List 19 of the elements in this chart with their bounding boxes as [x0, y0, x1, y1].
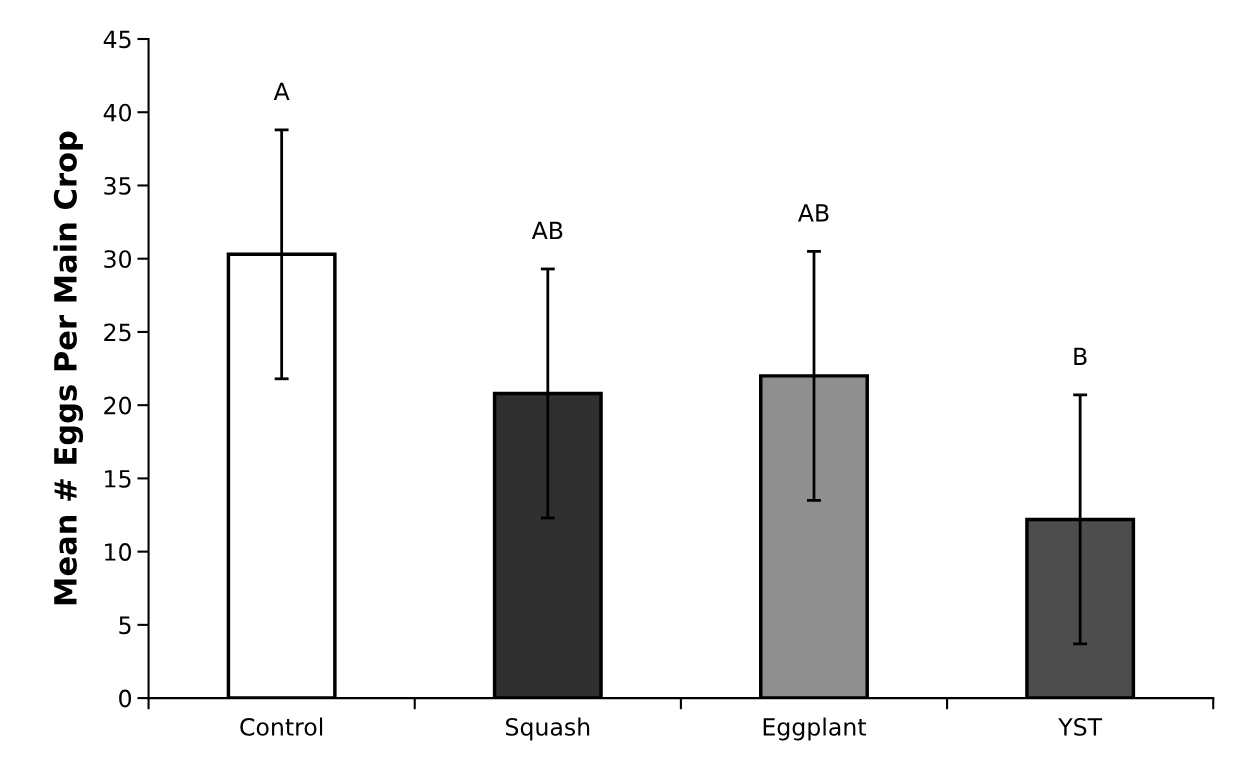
y-tick-label: 10	[105, 543, 132, 561]
y-tick-label: 5	[119, 616, 131, 635]
annotation: B	[1074, 347, 1087, 365]
y-tick-label: 25	[104, 323, 131, 342]
y-tick-label: 40	[103, 103, 132, 122]
annotation: A	[273, 82, 290, 100]
y-tick-label: 45	[103, 30, 131, 49]
annotation: AB	[531, 221, 563, 240]
annotation: AB	[797, 204, 829, 222]
y-tick-label: 0	[119, 689, 132, 708]
y-tick-label: 35	[104, 176, 131, 195]
x-tick-label: YST	[1058, 717, 1103, 736]
y-axis-title: Mean # Eggs Per Main Crop	[53, 131, 84, 605]
x-tick-label: Squash	[506, 717, 590, 741]
y-tick-label: 20	[104, 396, 132, 415]
y-tick-label: 30	[104, 250, 132, 269]
x-tick-label: Control	[240, 717, 323, 736]
x-tick-label: Eggplant	[763, 717, 866, 741]
y-tick-label: 15	[105, 470, 131, 488]
